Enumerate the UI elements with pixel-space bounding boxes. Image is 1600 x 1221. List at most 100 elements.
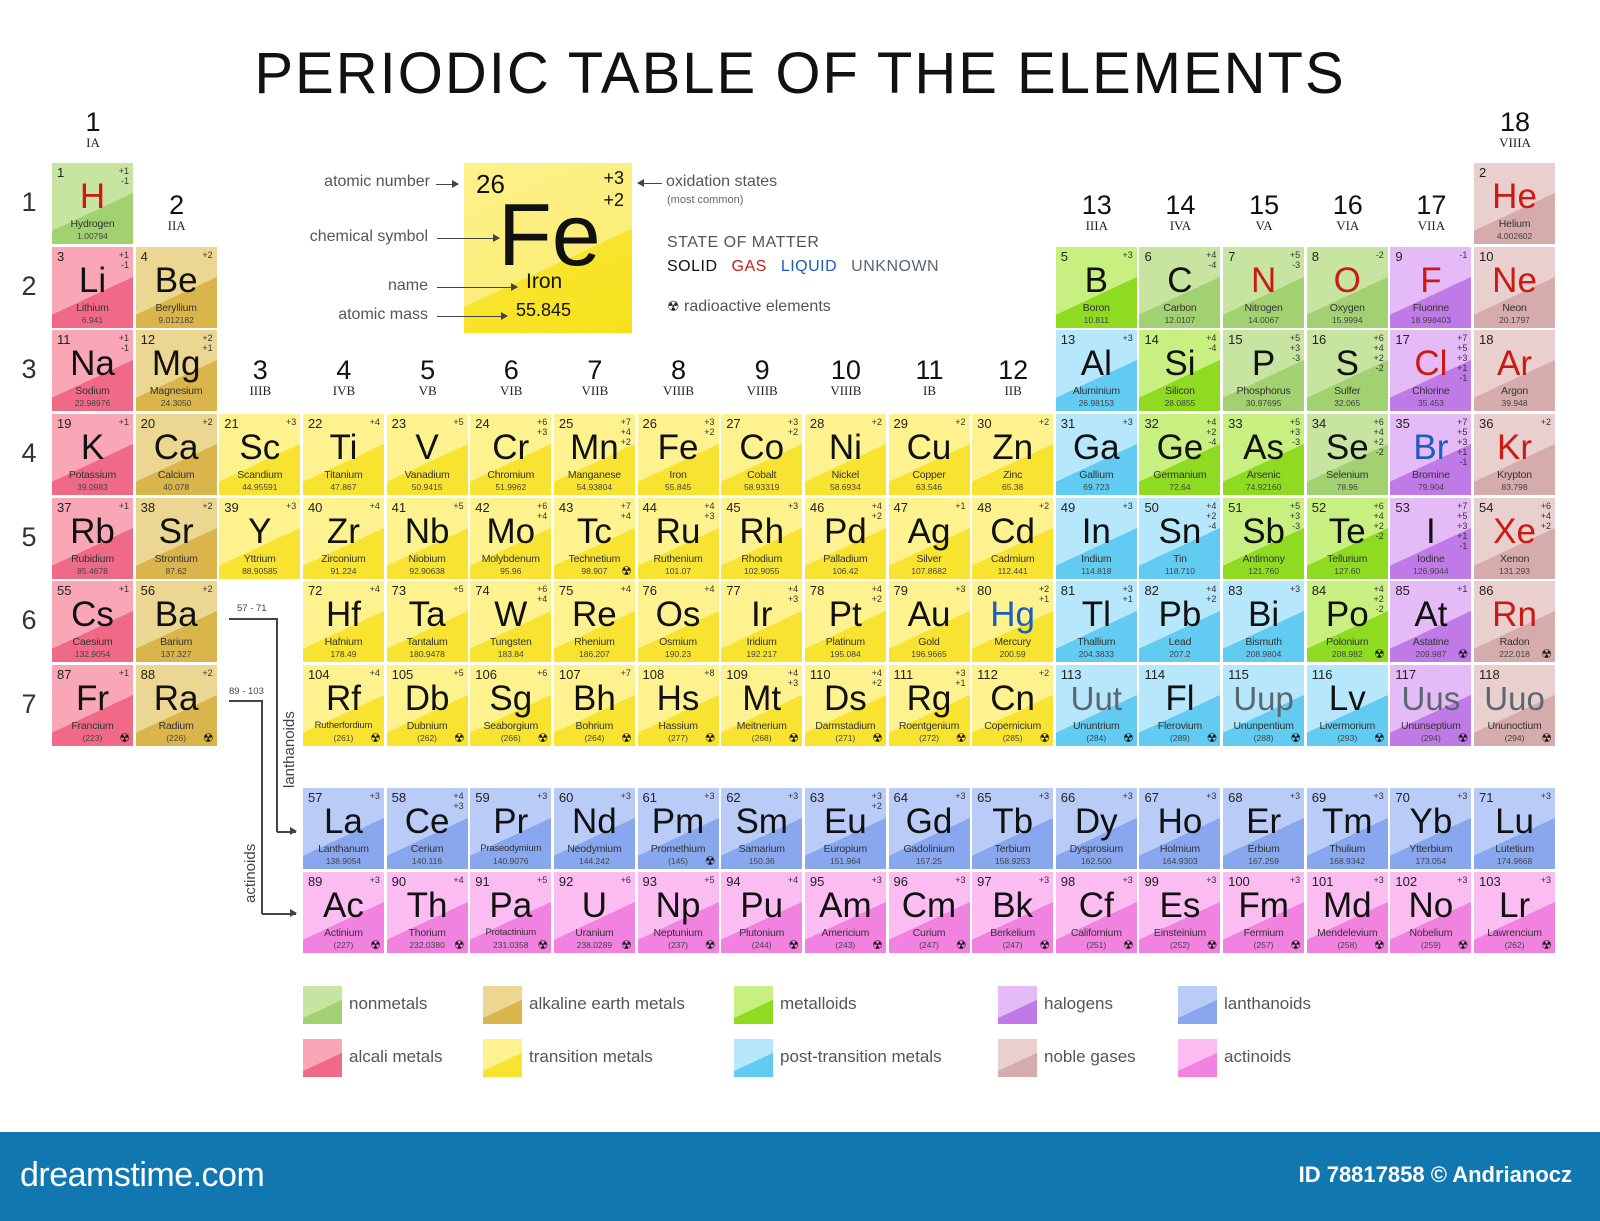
element-cell-tm[interactable]: 69 +3 Tm Thulium 168.9342 <box>1306 788 1388 869</box>
element-cell-pa[interactable]: 91 +5 Pa Protactinium 231.0358 ☢ <box>470 872 552 953</box>
element-cell-c[interactable]: 6 +4 -4 C Carbon 12.0107 <box>1139 246 1221 328</box>
element-cell-si[interactable]: 14 +4 -4 Si Silicon 28.0855 <box>1139 330 1221 412</box>
element-cell-uus[interactable]: 117 Uus Ununseptium (294) ☢ <box>1390 664 1472 746</box>
element-cell-rg[interactable]: 111 +3 +1 Rg Roentgenium (272) ☢ <box>888 664 970 746</box>
element-cell-li[interactable]: 3 +1 -1 Li Lithium 6.941 <box>52 246 133 328</box>
element-cell-rh[interactable]: 45 +3 Rh Rhodium 102.9055 <box>721 497 803 579</box>
element-cell-ag[interactable]: 47 +1 Ag Silver 107.8682 <box>888 497 970 579</box>
element-cell-np[interactable]: 93 +5 Np Neptunium (237) ☢ <box>637 872 719 953</box>
element-cell-mt[interactable]: 109 +4 +3 Mt Meitnerium (268) ☢ <box>721 664 803 746</box>
element-cell-ar[interactable]: 18 Ar Argon 39.948 <box>1474 330 1556 412</box>
element-cell-b[interactable]: 5 +3 B Boron 10.811 <box>1055 246 1137 328</box>
element-cell-pb[interactable]: 82 +4 +2 Pb Lead 207.2 <box>1139 581 1221 663</box>
element-cell-na[interactable]: 11 +1 -1 Na Sodium 22.98976 <box>52 330 133 412</box>
element-cell-rf[interactable]: 104 +4 Rf Rutherfordium (261) ☢ <box>302 664 384 746</box>
element-cell-xe[interactable]: 54 +6 +4 +2 Xe Xenon 131.293 <box>1474 497 1556 579</box>
element-cell-ti[interactable]: 22 +4 Ti Titanium 47.867 <box>302 413 384 495</box>
element-cell-sm[interactable]: 62 +3 Sm Samarium 150.36 <box>721 788 803 869</box>
element-cell-zr[interactable]: 40 +4 Zr Zirconium 91.224 <box>302 497 384 579</box>
element-cell-ne[interactable]: 10 Ne Neon 20.1797 <box>1474 246 1556 328</box>
element-cell-ru[interactable]: 44 +4 +3 Ru Ruthenium 101.07 <box>637 497 719 579</box>
element-cell-eu[interactable]: 63 +3 +2 Eu Europium 151.964 <box>804 788 886 869</box>
element-cell-uuo[interactable]: 118 Uuo Ununoctium (294) ☢ <box>1474 664 1556 746</box>
element-cell-fl[interactable]: 114 Fl Flerovium (289) ☢ <box>1139 664 1221 746</box>
element-cell-yb[interactable]: 70 +3 Yb Ytterbium 173.054 <box>1390 788 1472 869</box>
element-cell-cd[interactable]: 48 +2 Cd Cadmium 112.441 <box>972 497 1054 579</box>
element-cell-gd[interactable]: 64 +3 Gd Gadolinium 157.25 <box>888 788 970 869</box>
element-cell-rn[interactable]: 86 Rn Radon 222.018 ☢ <box>1474 581 1556 663</box>
element-cell-la[interactable]: 57 +3 La Lanthanum 138.9054 <box>302 788 384 869</box>
element-cell-ra[interactable]: 88 +2 Ra Radium (226) ☢ <box>135 664 217 746</box>
element-cell-tl[interactable]: 81 +3 +1 Tl Thallium 204.3833 <box>1055 581 1137 663</box>
element-cell-fe[interactable]: 26 +3 +2 Fe Iron 55.845 <box>637 413 719 495</box>
element-cell-mg[interactable]: 12 +2 +1 Mg Magnesium 24.3050 <box>135 330 217 412</box>
element-cell-nd[interactable]: 60 +3 Nd Neodymium 144.242 <box>553 788 635 869</box>
element-cell-u[interactable]: 92 +6 U Uranium 238.0289 ☢ <box>553 872 635 953</box>
element-cell-al[interactable]: 13 +3 Al Aluminium 26.98153 <box>1055 330 1137 412</box>
element-cell-pr[interactable]: 59 +3 Pr Praseodymium 140.9076 <box>470 788 552 869</box>
element-cell-rb[interactable]: 37 +1 Rb Rubidium 85.4678 <box>52 497 133 579</box>
element-cell-fr[interactable]: 87 +1 Fr Francium (223) ☢ <box>52 664 133 746</box>
element-cell-o[interactable]: 8 -2 O Oxygen 15.9994 <box>1306 246 1388 328</box>
element-cell-te[interactable]: 52 +6 +4 +2 -2 Te Tellurium 127.60 <box>1306 497 1388 579</box>
element-cell-as[interactable]: 33 +5 +3 -3 As Arsenic 74.92160 <box>1223 413 1305 495</box>
element-cell-am[interactable]: 95 +3 Am Americium (243) ☢ <box>804 872 886 953</box>
element-cell-h[interactable]: 1 +1 -1 H Hydrogen 1.00794 <box>52 163 133 244</box>
element-cell-fm[interactable]: 100 +3 Fm Fermium (257) ☢ <box>1223 872 1305 953</box>
element-cell-no[interactable]: 102 +3 No Nobelium (259) ☢ <box>1390 872 1472 953</box>
element-cell-ca[interactable]: 20 +2 Ca Calcium 40.078 <box>135 413 217 495</box>
element-cell-cr[interactable]: 24 +6 +3 Cr Chromium 51.9962 <box>470 413 552 495</box>
element-cell-hs[interactable]: 108 +8 Hs Hassium (277) ☢ <box>637 664 719 746</box>
element-cell-cu[interactable]: 29 +2 Cu Copper 63.546 <box>888 413 970 495</box>
element-cell-i[interactable]: 53 +7 +5 +3 +1 -1 I Iodine 126.9044 <box>1390 497 1472 579</box>
element-cell-lu[interactable]: 71 +3 Lu Lutetium 174.9668 <box>1474 788 1556 869</box>
element-cell-br[interactable]: 35 +7 +5 +3 +1 -1 Br Bromine 79.904 <box>1390 413 1472 495</box>
element-cell-pu[interactable]: 94 +4 Pu Plutonium (244) ☢ <box>721 872 803 953</box>
element-cell-y[interactable]: 39 +3 Y Yttrium 88.90585 <box>219 497 301 579</box>
element-cell-sr[interactable]: 38 +2 Sr Strontium 87.62 <box>135 497 217 579</box>
element-cell-mn[interactable]: 25 +7 +4 +2 Mn Manganese 54.93804 <box>553 413 635 495</box>
element-cell-s[interactable]: 16 +6 +4 +2 -2 S Sulfer 32.065 <box>1306 330 1388 412</box>
element-cell-tc[interactable]: 43 +7 +4 Tc Technetium 98.907 ☢ <box>553 497 635 579</box>
element-cell-co[interactable]: 27 +3 +2 Co Cobalt 58.93319 <box>721 413 803 495</box>
element-cell-pt[interactable]: 78 +4 +2 Pt Platinum 195.084 <box>804 581 886 663</box>
element-cell-sb[interactable]: 51 +5 +3 -3 Sb Antimony 121.760 <box>1223 497 1305 579</box>
element-cell-ir[interactable]: 77 +4 +3 Ir Iridium 192.217 <box>721 581 803 663</box>
element-cell-uup[interactable]: 115 Uup Ununpentium (288) ☢ <box>1223 664 1305 746</box>
element-cell-uut[interactable]: 113 Uut Ununtrium (284) ☢ <box>1055 664 1137 746</box>
element-cell-kr[interactable]: 36 +2 Kr Krypton 83.798 <box>1474 413 1556 495</box>
element-cell-db[interactable]: 105 +5 Db Dubnium (262) ☢ <box>386 664 468 746</box>
element-cell-ge[interactable]: 32 +4 +2 -4 Ge Germanium 72.64 <box>1139 413 1221 495</box>
element-cell-bh[interactable]: 107 +7 Bh Bohrium (264) ☢ <box>553 664 635 746</box>
element-cell-hf[interactable]: 72 +4 Hf Hafnium 178.49 <box>302 581 384 663</box>
element-cell-cl[interactable]: 17 +7 +5 +3 +1 -1 Cl Chlorine 35.453 <box>1390 330 1472 412</box>
element-cell-nb[interactable]: 41 +5 Nb Niobium 92.90638 <box>386 497 468 579</box>
element-cell-in[interactable]: 49 +3 In Indium 114.818 <box>1055 497 1137 579</box>
element-cell-th[interactable]: 90 +4 Th Thorium 232.0380 ☢ <box>386 872 468 953</box>
element-cell-lr[interactable]: 103 +3 Lr Lawrencium (262) ☢ <box>1474 872 1556 953</box>
element-cell-bk[interactable]: 97 +3 Bk Berkelium (247) ☢ <box>972 872 1054 953</box>
element-cell-f[interactable]: 9 -1 F Fluorine 18.998403 <box>1390 246 1472 328</box>
element-cell-au[interactable]: 79 +3 Au Gold 196.9665 <box>888 581 970 663</box>
element-cell-ni[interactable]: 28 +2 Ni Nickel 58.6934 <box>804 413 886 495</box>
element-cell-w[interactable]: 74 +6 +4 W Tungsten 183.84 <box>470 581 552 663</box>
element-cell-sg[interactable]: 106 +6 Sg Seaborgium (266) ☢ <box>470 664 552 746</box>
dreamstime-logo[interactable]: dreamstime.com <box>20 1156 265 1194</box>
element-cell-bi[interactable]: 83 +3 Bi Bismuth 208.9804 <box>1223 581 1305 663</box>
element-cell-ba[interactable]: 56 +2 Ba Barium 137.327 <box>135 581 217 663</box>
element-cell-po[interactable]: 84 +4 +2 -2 Po Polonium 208.982 ☢ <box>1306 581 1388 663</box>
element-cell-pm[interactable]: 61 +3 Pm Promethium (145) ☢ <box>637 788 719 869</box>
element-cell-md[interactable]: 101 +3 Md Mendelevium (258) ☢ <box>1306 872 1388 953</box>
element-cell-sn[interactable]: 50 +4 +2 -4 Sn Tin 118.710 <box>1139 497 1221 579</box>
element-cell-hg[interactable]: 80 +2 +1 Hg Mercury 200.59 <box>972 581 1054 663</box>
element-cell-at[interactable]: 85 +1 At Astatine 209.987 ☢ <box>1390 581 1472 663</box>
element-cell-v[interactable]: 23 +5 V Vanadium 50.9415 <box>386 413 468 495</box>
element-cell-zn[interactable]: 30 +2 Zn Zinc 65.38 <box>972 413 1054 495</box>
element-cell-ta[interactable]: 73 +5 Ta Tantalum 180.9478 <box>386 581 468 663</box>
element-cell-k[interactable]: 19 +1 K Potassium 39.0983 <box>52 413 133 495</box>
element-cell-sc[interactable]: 21 +3 Sc Scandium 44.95591 <box>219 413 301 495</box>
element-cell-os[interactable]: 76 +4 Os Osmium 190.23 <box>637 581 719 663</box>
element-cell-p[interactable]: 15 +5 +3 -3 P Phosphorus 30.97695 <box>1223 330 1305 412</box>
element-cell-ga[interactable]: 31 +3 Ga Gallium 69.723 <box>1055 413 1137 495</box>
element-cell-cn[interactable]: 112 +2 Cn Copernicium (285) ☢ <box>972 664 1054 746</box>
